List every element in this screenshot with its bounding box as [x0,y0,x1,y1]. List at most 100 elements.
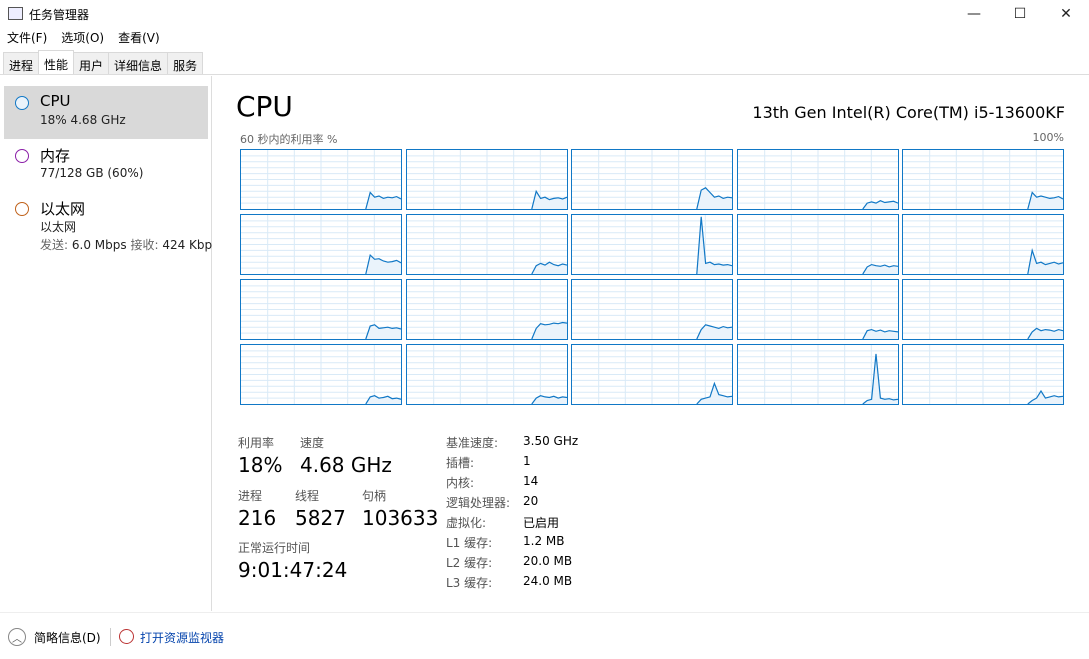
core-graph-svg [241,280,401,339]
core-usage-line [1027,191,1064,209]
tab-users[interactable]: 用户 [73,52,110,74]
core-usage-line [365,253,401,274]
sidebar-item-label: CPU [40,92,71,110]
window-title: 任务管理器 [29,8,90,22]
send-value: 6.0 Mbps [71,238,127,252]
stat-handles: 句柄 103633 [362,487,438,530]
resource-monitor-icon [119,629,134,644]
core-usage-area [1028,328,1064,339]
recv-label: 接收: [130,238,159,252]
sidebar-item-label: 以太网 [40,200,86,218]
core-graph-svg [572,280,733,339]
sidebar-item-value: 18% 4.68 GHz [40,113,126,127]
core-usage-area [696,324,733,339]
core-usage-area [696,187,733,209]
title-bar: 任务管理器 — ☐ ✕ [0,0,1089,28]
cpu-core-graph [405,149,568,210]
recv-value: 424 Kbps [162,238,212,252]
core-usage-line [862,200,898,209]
cpu-model: 13th Gen Intel(R) Core(TM) i5-13600KF [752,103,1065,122]
core-graph-svg [572,215,733,274]
resource-sidebar: CPU 18% 4.68 GHz 内存 77/128 GB (60%) 以太网 … [0,76,212,611]
core-graph-svg [406,345,567,404]
sidebar-item-cpu[interactable]: CPU 18% 4.68 GHz [4,86,208,139]
tab-processes[interactable]: 进程 [3,52,40,74]
stat-utilization: 利用率 18% [238,434,282,477]
spec-value: 1 [523,454,531,468]
core-usage-line [530,261,567,274]
cpu-core-graph [240,344,402,405]
stat-value: 5827 [295,506,346,530]
core-usage-line [862,328,898,339]
cpu-core-graph [902,214,1065,275]
menu-view[interactable]: 查看(V) [118,31,160,45]
close-button[interactable]: ✕ [1060,6,1072,22]
sidebar-item-label: 内存 [40,147,71,165]
cpu-core-graph [571,214,734,275]
stat-label: 句柄 [362,489,387,503]
open-resource-monitor-link[interactable]: 打开资源监视器 [140,631,225,645]
core-usage-area [365,395,401,404]
stat-uptime: 正常运行时间 9:01:47:24 [238,539,347,582]
sidebar-item-memory[interactable]: 内存 77/128 GB (60%) [4,139,208,192]
core-graph-svg [737,150,898,209]
core-usage-area [862,329,898,339]
spec-value: 14 [523,474,539,488]
memory-graph-icon [15,149,29,163]
core-graph-svg [903,150,1064,209]
stat-value: 9:01:47:24 [238,558,348,582]
send-label: 发送: [40,238,69,252]
footer: ︿ 简略信息(D) 打开资源监视器 [0,612,1089,659]
page-title: CPU [236,90,293,123]
task-manager-icon [8,7,23,20]
ethernet-graph-icon [15,202,29,216]
fewer-details-link[interactable]: 简略信息(D) [34,631,101,645]
stat-label: 利用率 [238,436,275,450]
core-usage-area [696,383,733,404]
stat-value: 4.68 GHz [300,453,392,477]
spec-value: 24.0 MB [523,574,573,588]
tab-details[interactable]: 详细信息 [108,52,169,74]
spec-label: L3 缓存: [446,576,493,590]
core-usage-line [1027,389,1064,404]
graph-axis-max: 100% [1032,131,1064,144]
core-usage-line [696,324,733,339]
minimize-button[interactable]: — [967,6,981,22]
core-graph-svg [572,345,733,404]
core-graph-svg [572,150,733,209]
cpu-core-graph [902,344,1065,405]
logical-processor-graphs [240,149,1065,406]
core-graph-svg [737,215,898,274]
menu-options[interactable]: 选项(O) [61,31,105,45]
core-usage-area [1028,250,1064,274]
core-graph-svg [406,280,567,339]
menu-file[interactable]: 文件(F) [7,31,48,45]
spec-label: 虚拟化: [446,516,487,530]
stat-speed: 速度 4.68 GHz [300,434,392,477]
spec-label: 内核: [446,476,475,490]
cpu-core-graph [240,214,402,275]
stat-label: 线程 [295,489,320,503]
spec-value: 20 [523,494,539,508]
tab-services[interactable]: 服务 [167,52,204,74]
cpu-core-graph [240,279,402,340]
chevron-up-icon[interactable]: ︿ [8,628,26,646]
tab-bar: 进程 性能 用户 详细信息 服务 [0,50,1089,75]
sidebar-item-throughput: 发送: 6.0 Mbps 接收: 424 Kbps [40,236,212,253]
spec-value: 20.0 MB [523,554,573,568]
maximize-button[interactable]: ☐ [1013,6,1027,22]
cpu-core-graph [902,149,1065,210]
divider [110,628,111,646]
core-graph-svg [241,215,401,274]
cpu-core-graph [240,149,402,210]
core-usage-line [530,321,567,339]
sidebar-item-ethernet[interactable]: 以太网 以太网 发送: 6.0 Mbps 接收: 424 Kbps [4,192,212,256]
core-usage-line [365,191,401,209]
core-graph-svg [903,280,1064,339]
stat-label: 速度 [300,436,325,450]
spec-label: 插槽: [446,456,475,470]
tab-performance[interactable]: 性能 [38,50,75,74]
graph-axis-label: 60 秒内的利用率 % [240,133,338,146]
stat-value: 18% [238,453,283,477]
cpu-core-graph [571,279,734,340]
